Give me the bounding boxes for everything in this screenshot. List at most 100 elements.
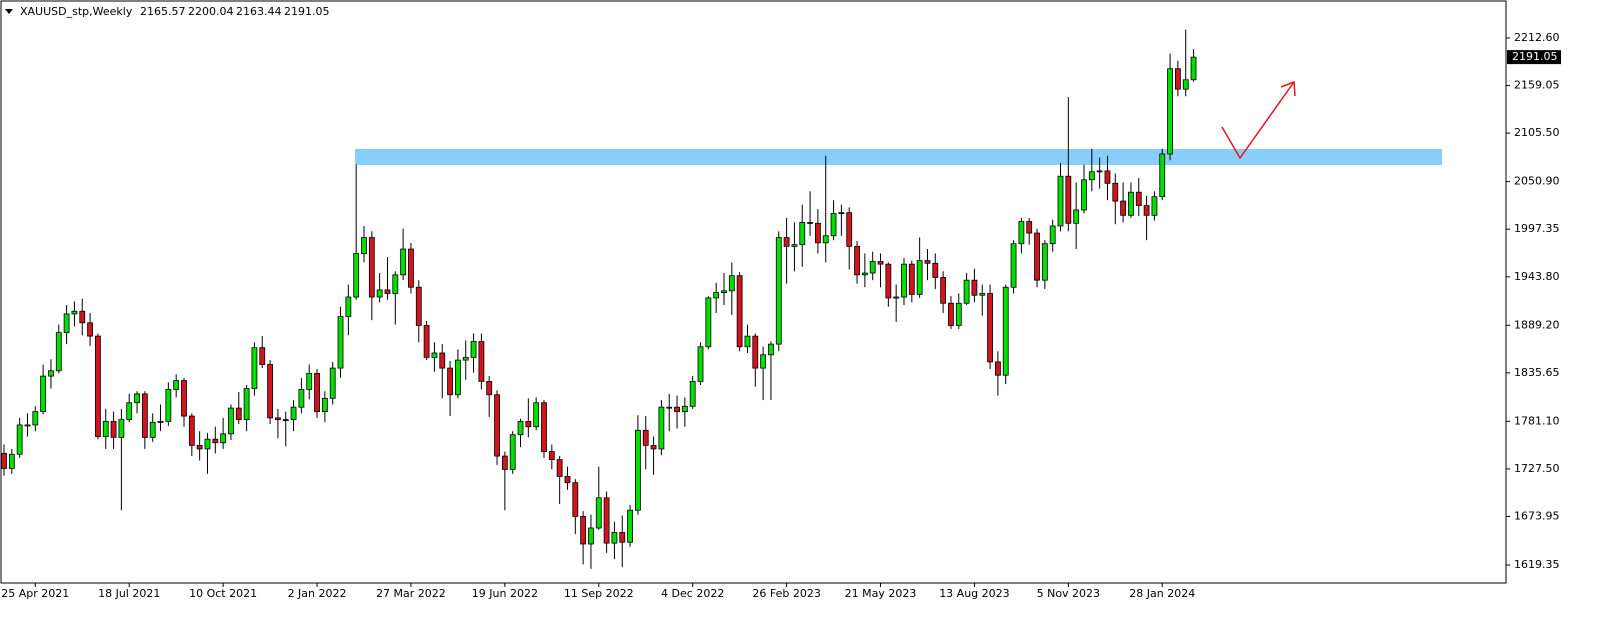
x-tick-label: 27 Mar 2022: [376, 587, 446, 600]
candle-body: [423, 325, 430, 358]
candle-body: [1034, 232, 1040, 281]
resistance-zone: [355, 149, 1442, 165]
candle-body: [940, 277, 947, 304]
candle-body: [987, 293, 993, 363]
candle-body: [1096, 170, 1103, 173]
candle-body: [916, 260, 923, 295]
y-tick-label: 2105.50: [1514, 126, 1560, 139]
candle-body: [71, 310, 78, 315]
candle-body: [24, 424, 31, 427]
x-tick-label: 13 Aug 2023: [939, 587, 1009, 600]
candle-body: [1175, 68, 1181, 90]
candle-body: [1135, 191, 1142, 206]
candle-body: [697, 346, 704, 382]
candle-body: [533, 402, 540, 428]
candle-body: [619, 532, 626, 543]
candle-body: [736, 275, 743, 348]
candle-body: [901, 263, 907, 298]
candle-body: [658, 406, 665, 450]
projection-arrow: [1221, 81, 1295, 160]
candle-body: [478, 341, 485, 382]
candle-body: [830, 213, 837, 237]
candle-body: [1167, 68, 1173, 155]
x-tick-label: 19 Jun 2022: [472, 587, 538, 600]
y-tick-label: 1997.35: [1514, 222, 1560, 235]
candle-body: [361, 237, 367, 254]
y-tick-label: 2050.90: [1514, 175, 1560, 188]
candle-body: [838, 212, 845, 215]
x-tick-label: 26 Feb 2023: [752, 587, 820, 600]
candle-body: [509, 434, 516, 470]
candle-body: [815, 222, 821, 244]
candle-body: [635, 429, 641, 511]
candle-body: [642, 429, 649, 446]
candle-body: [885, 263, 892, 299]
candle-body: [525, 421, 532, 428]
candle-body: [353, 253, 360, 298]
candle-body: [650, 444, 657, 450]
candle-body: [470, 341, 477, 358]
candle-body: [869, 261, 876, 274]
x-tick-label: 10 Oct 2021: [189, 587, 257, 600]
candle-body: [486, 381, 493, 396]
y-tick-label: 1619.35: [1514, 558, 1560, 571]
candle-body: [220, 433, 227, 444]
candle-body: [689, 381, 696, 407]
candle-body: [188, 415, 195, 446]
candle-body: [548, 451, 555, 461]
candle-body: [63, 313, 70, 333]
candle-body: [893, 296, 900, 299]
candle-body: [1026, 221, 1033, 234]
candle-body: [705, 297, 712, 348]
candle-body: [79, 310, 86, 324]
candle-body: [173, 380, 180, 390]
y-tick-label: 2212.60: [1514, 31, 1560, 44]
header-arrow: [5, 9, 13, 14]
candle-body: [1065, 175, 1072, 224]
low-label: 2163.44: [236, 5, 282, 18]
candle-body: [439, 352, 446, 369]
candle-body: [329, 367, 336, 399]
candle-body: [251, 347, 258, 389]
candle-body: [627, 509, 633, 543]
candle-body: [1073, 209, 1080, 224]
candle-body: [149, 421, 156, 438]
candle-body: [564, 476, 571, 484]
candle-body: [1104, 170, 1111, 184]
candle-body: [16, 424, 23, 455]
candle-body: [87, 322, 93, 337]
candle-body: [681, 405, 688, 413]
candle-body: [290, 406, 297, 421]
candle-body: [384, 289, 391, 294]
candle-body: [228, 407, 234, 435]
candle-body: [306, 373, 313, 390]
candle-body: [1041, 243, 1048, 281]
candle-body: [1, 452, 7, 469]
candle-body: [760, 354, 767, 369]
candle-body: [541, 402, 547, 453]
candle-body: [955, 302, 962, 326]
candle-body: [298, 389, 305, 408]
candle-body: [517, 421, 524, 436]
candle-body: [157, 421, 164, 423]
candle-body: [854, 245, 860, 276]
candle-body: [1049, 225, 1056, 245]
candle-body: [979, 293, 986, 296]
candle-body: [259, 347, 266, 365]
candle-body: [275, 417, 281, 421]
y-tick-label: 1727.50: [1514, 462, 1560, 475]
x-tick-label: 28 Jan 2024: [1129, 587, 1195, 600]
candle-body: [8, 453, 15, 469]
candle-body: [95, 335, 101, 437]
candle-body: [556, 459, 563, 477]
candle-body: [822, 235, 829, 244]
candle-body: [32, 411, 39, 426]
close-label: 2191.05: [284, 5, 330, 18]
candle-body: [126, 402, 133, 421]
candle-body: [744, 335, 751, 348]
candle-body: [963, 279, 970, 304]
candle-body: [1002, 286, 1009, 376]
candle-body: [494, 394, 500, 457]
candle-body: [141, 393, 148, 438]
